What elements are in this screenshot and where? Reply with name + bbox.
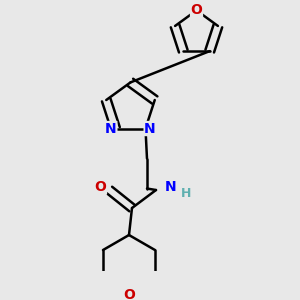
Text: O: O bbox=[94, 180, 106, 194]
Text: N: N bbox=[165, 180, 177, 194]
Text: O: O bbox=[190, 3, 202, 17]
Text: N: N bbox=[105, 122, 117, 136]
Text: O: O bbox=[123, 288, 135, 300]
Text: N: N bbox=[144, 122, 156, 136]
Text: H: H bbox=[181, 187, 191, 200]
